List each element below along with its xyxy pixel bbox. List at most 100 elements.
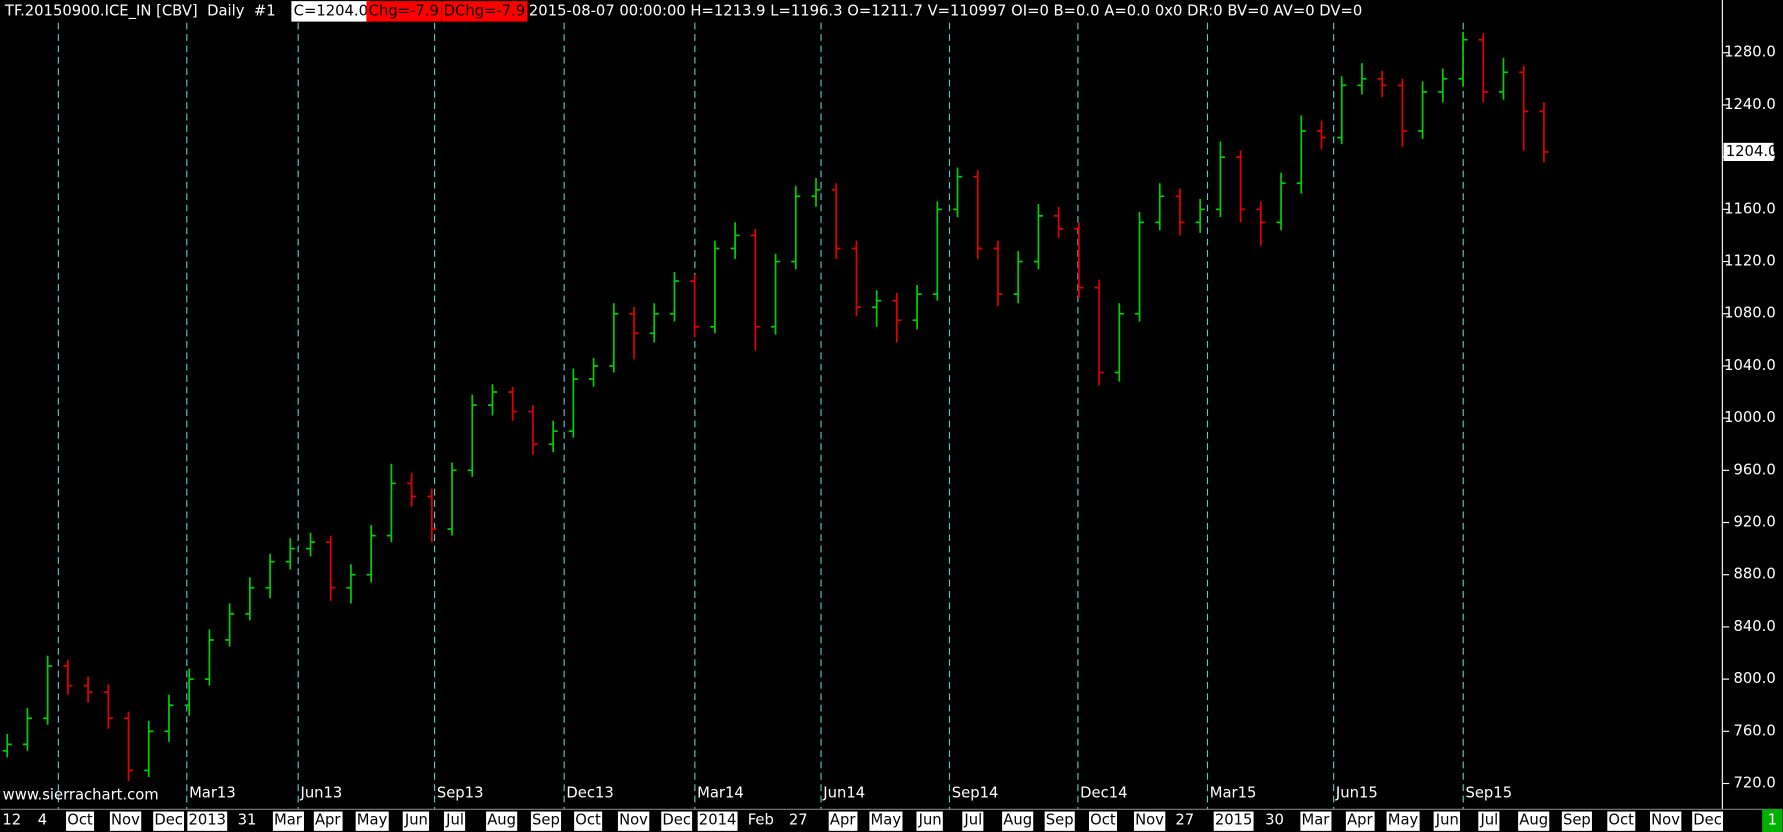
x-tick-label-bg bbox=[1478, 811, 1500, 831]
contract-label: Mar13 bbox=[189, 784, 236, 801]
x-tick-label-bg bbox=[1213, 811, 1254, 831]
contract-label: Jun13 bbox=[299, 784, 342, 801]
x-tick-label: Dec bbox=[154, 812, 183, 829]
x-tick-label-bg bbox=[1345, 811, 1375, 831]
x-tick-label: 2013 bbox=[188, 812, 226, 829]
x-tick-label: Jul bbox=[1479, 812, 1498, 829]
x-tick-label: May bbox=[1388, 812, 1419, 829]
x-tick-label-bg bbox=[355, 811, 389, 831]
x-tick-label: Apr bbox=[830, 812, 856, 829]
x-tick-label: Feb bbox=[748, 812, 774, 829]
x-tick-label-bg bbox=[1044, 811, 1075, 831]
x-tick-label: Nov bbox=[111, 812, 140, 829]
bar-details: 2015-08-07 00:00:00 H=1213.9 L=1196.3 O=… bbox=[529, 2, 1362, 19]
y-tick-label: 1280.0 bbox=[1724, 44, 1776, 61]
x-tick-label: Nov bbox=[1135, 812, 1164, 829]
x-tick-label: Oct bbox=[575, 812, 601, 829]
x-tick-label-bg bbox=[661, 811, 693, 831]
x-tick-label: Nov bbox=[619, 812, 648, 829]
x-tick-label-bg bbox=[1607, 811, 1636, 831]
x-tick-label-bg bbox=[828, 811, 858, 831]
contract-label: Dec14 bbox=[1080, 784, 1127, 801]
x-tick-label: Dec bbox=[1693, 812, 1722, 829]
daily-change-field: DChg=-7.9 bbox=[444, 2, 526, 19]
x-tick-label-bg bbox=[313, 811, 343, 831]
y-tick-label: 720.0 bbox=[1734, 775, 1776, 792]
x-tick-label: 2015 bbox=[1215, 812, 1253, 829]
last-price-label: 1204.0 bbox=[1726, 143, 1778, 160]
change-field: Chg=-7.9 bbox=[369, 2, 439, 19]
x-tick-label-bg bbox=[1561, 811, 1592, 831]
contract-label: Mar15 bbox=[1210, 784, 1257, 801]
x-tick-label: Jun bbox=[1435, 812, 1459, 829]
y-tick-label: 1120.0 bbox=[1724, 253, 1776, 270]
y-tick-label: 1040.0 bbox=[1724, 357, 1776, 374]
x-tick-label: Sep bbox=[1046, 812, 1074, 829]
x-tick-label-bg bbox=[574, 811, 603, 831]
last-price-bg bbox=[1723, 142, 1774, 162]
plot-area bbox=[2, 22, 1549, 810]
y-tick-label: 880.0 bbox=[1734, 566, 1776, 583]
x-tick-label-bg bbox=[1002, 811, 1034, 831]
y-tick-label: 1080.0 bbox=[1724, 305, 1776, 322]
x-tick-label: 31 bbox=[238, 812, 257, 829]
x-tick-label: 2014 bbox=[699, 812, 737, 829]
x-tick-label-bg bbox=[530, 811, 562, 831]
x-tick-label: Sep bbox=[532, 812, 560, 829]
x-tick-label-bg bbox=[962, 811, 984, 831]
contract-label: Mar14 bbox=[697, 784, 744, 801]
x-tick-label-bg bbox=[1692, 811, 1724, 831]
header: TF.20150900.ICE_IN [CBV] Daily #1 C=1204… bbox=[4, 1, 1362, 22]
x-tick-label-bg bbox=[187, 811, 228, 831]
x-tick-label: Jul bbox=[963, 812, 982, 829]
chart-tab[interactable] bbox=[1762, 809, 1783, 832]
x-tick-label-bg bbox=[153, 811, 185, 831]
x-tick-label: Apr bbox=[315, 812, 341, 829]
y-tick-label: 760.0 bbox=[1734, 722, 1776, 739]
x-tick-label: 27 bbox=[1175, 812, 1194, 829]
x-tick-label-bg bbox=[1089, 811, 1118, 831]
x-tick-label: 30 bbox=[1265, 812, 1284, 829]
x-tick-label: Jul bbox=[445, 812, 464, 829]
x-tick-label-bg bbox=[1518, 811, 1550, 831]
x-tick-label-bg bbox=[1300, 811, 1332, 831]
x-tick-label: Aug bbox=[1519, 812, 1548, 829]
watermark: www.sierrachart.com bbox=[3, 787, 159, 804]
x-tick-label-bg bbox=[697, 811, 738, 831]
y-tick-label: 1240.0 bbox=[1724, 96, 1776, 113]
chart-tab-label[interactable]: 1 bbox=[1768, 812, 1777, 829]
x-tick-label: Aug bbox=[487, 812, 516, 829]
y-tick-label: 920.0 bbox=[1734, 514, 1776, 531]
x-tick-label: Aug bbox=[1003, 812, 1032, 829]
x-tick-label: Mar bbox=[274, 812, 303, 829]
x-tick-label-bg bbox=[443, 811, 466, 831]
x-tick-label: Dec bbox=[662, 812, 691, 829]
contract-label: Sep14 bbox=[952, 784, 999, 801]
x-tick-label: Apr bbox=[1347, 812, 1373, 829]
x-tick-label-bg bbox=[486, 811, 518, 831]
x-tick-label-bg bbox=[1649, 811, 1682, 831]
close-field-bg bbox=[291, 1, 371, 22]
x-tick-label-bg bbox=[402, 811, 430, 831]
x-tick-label: Mar bbox=[1302, 812, 1331, 829]
x-tick-label-bg bbox=[869, 811, 903, 831]
x-tick-label: May bbox=[357, 812, 388, 829]
x-tick-label-bg bbox=[1386, 811, 1420, 831]
x-tick-label-bg bbox=[109, 811, 142, 831]
symbol: TF.20150900.ICE_IN [CBV] Daily #1 bbox=[4, 2, 276, 19]
y-tick-label: 800.0 bbox=[1734, 670, 1776, 687]
contract-label: Jun15 bbox=[1335, 784, 1378, 801]
x-tick-label: Oct bbox=[67, 812, 93, 829]
x-tick-label: 27 bbox=[789, 812, 808, 829]
x-tick-label: 12 bbox=[2, 812, 21, 829]
contract-label: Dec13 bbox=[566, 784, 613, 801]
x-tick-label: Nov bbox=[1651, 812, 1680, 829]
x-tick-label: May bbox=[871, 812, 902, 829]
contract-label: Jun14 bbox=[822, 784, 865, 801]
x-tick-label: 4 bbox=[38, 812, 47, 829]
y-tick-label: 1000.0 bbox=[1724, 409, 1776, 426]
y-tick-label: 960.0 bbox=[1734, 461, 1776, 478]
daily-change-field-bg bbox=[441, 1, 528, 22]
